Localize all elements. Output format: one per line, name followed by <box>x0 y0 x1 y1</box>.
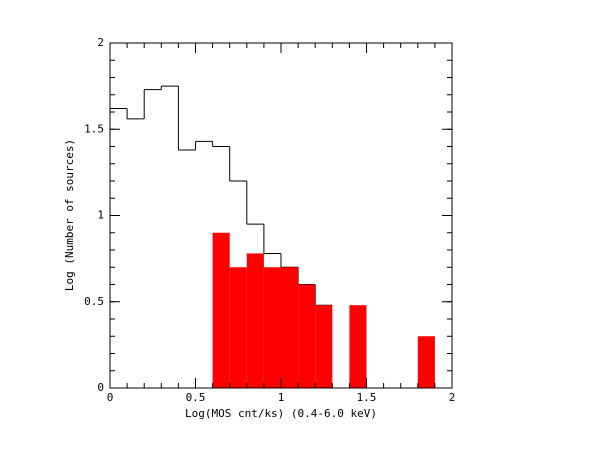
bar <box>212 232 230 388</box>
y-tick-label: 0 <box>97 381 104 394</box>
y-axis-label: Log (Number of sources) <box>63 139 76 291</box>
bar <box>349 305 367 388</box>
bar <box>281 267 299 388</box>
x-tick-label: 0.5 <box>186 391 206 404</box>
bar <box>417 336 435 388</box>
bar <box>315 305 333 388</box>
x-tick-label: 1 <box>278 391 285 404</box>
x-tick-label: 1.5 <box>357 391 377 404</box>
y-tick-label: 1 <box>97 209 104 222</box>
y-tick-label: 0.5 <box>84 295 104 308</box>
bar <box>298 284 316 388</box>
x-tick-label: 2 <box>449 391 456 404</box>
bar <box>229 267 247 388</box>
y-tick-label: 2 <box>97 36 104 49</box>
bar <box>263 267 281 388</box>
x-axis-label: Log(MOS cnt/ks) (0.4-6.0 keV) <box>185 407 377 420</box>
bar <box>246 253 264 388</box>
y-tick-label: 1.5 <box>84 122 104 135</box>
x-tick-label: 0 <box>107 391 114 404</box>
